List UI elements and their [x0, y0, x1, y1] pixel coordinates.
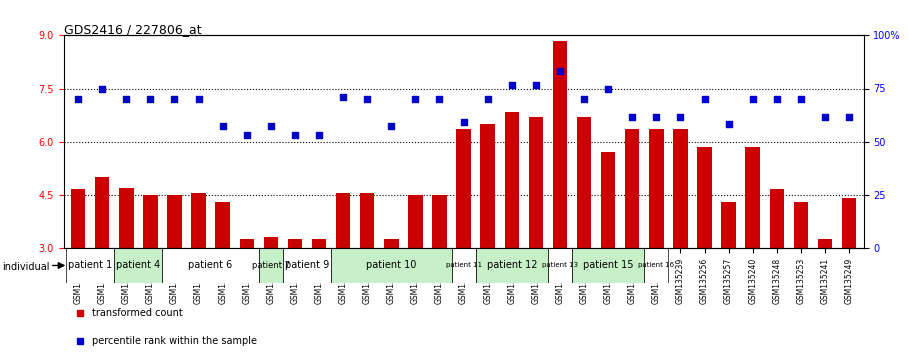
- Bar: [360, 193, 375, 248]
- Text: transformed count: transformed count: [92, 308, 183, 318]
- Text: patient 4: patient 4: [116, 261, 161, 270]
- Point: [745, 96, 760, 102]
- Point: [601, 86, 615, 91]
- Bar: [288, 239, 302, 248]
- FancyBboxPatch shape: [163, 248, 259, 283]
- FancyBboxPatch shape: [548, 248, 572, 283]
- Text: patient 15: patient 15: [583, 261, 634, 270]
- Bar: [143, 195, 157, 248]
- FancyBboxPatch shape: [644, 248, 668, 283]
- Point: [529, 82, 544, 88]
- Bar: [601, 152, 615, 248]
- Text: patient 1: patient 1: [68, 261, 112, 270]
- Point: [818, 114, 833, 120]
- FancyBboxPatch shape: [259, 248, 283, 283]
- Text: patient 10: patient 10: [366, 261, 416, 270]
- Text: percentile rank within the sample: percentile rank within the sample: [92, 336, 256, 346]
- Bar: [408, 195, 423, 248]
- Point: [335, 95, 350, 100]
- Bar: [119, 188, 134, 248]
- FancyBboxPatch shape: [452, 248, 475, 283]
- Bar: [649, 129, 664, 248]
- Bar: [433, 195, 446, 248]
- Text: patient 9: patient 9: [285, 261, 329, 270]
- Text: individual: individual: [2, 262, 49, 272]
- Text: patient 6: patient 6: [188, 261, 233, 270]
- Point: [432, 96, 446, 102]
- Point: [722, 121, 736, 127]
- FancyBboxPatch shape: [66, 248, 115, 283]
- Point: [119, 96, 134, 102]
- FancyBboxPatch shape: [283, 248, 331, 283]
- Bar: [745, 147, 760, 248]
- Point: [95, 86, 109, 91]
- Text: GDS2416 / 227806_at: GDS2416 / 227806_at: [64, 23, 201, 36]
- Point: [167, 96, 182, 102]
- Bar: [264, 237, 278, 248]
- Bar: [577, 117, 591, 248]
- Point: [456, 119, 471, 125]
- Bar: [697, 147, 712, 248]
- Text: patient 7: patient 7: [252, 261, 290, 270]
- Point: [481, 96, 495, 102]
- Point: [770, 96, 784, 102]
- Bar: [167, 195, 182, 248]
- FancyBboxPatch shape: [475, 248, 548, 283]
- FancyBboxPatch shape: [572, 248, 644, 283]
- Bar: [674, 129, 688, 248]
- Point: [215, 123, 230, 129]
- Bar: [336, 193, 350, 248]
- FancyBboxPatch shape: [115, 248, 163, 283]
- Text: patient 11: patient 11: [445, 263, 482, 268]
- Point: [384, 123, 398, 129]
- Bar: [71, 189, 85, 248]
- Point: [697, 96, 712, 102]
- Bar: [385, 239, 398, 248]
- Bar: [842, 198, 856, 248]
- FancyBboxPatch shape: [331, 248, 452, 283]
- Text: patient 13: patient 13: [542, 263, 578, 268]
- Point: [287, 132, 302, 137]
- Bar: [529, 117, 543, 248]
- Bar: [215, 202, 230, 248]
- Bar: [504, 112, 519, 248]
- Bar: [770, 189, 784, 248]
- Bar: [312, 239, 326, 248]
- Point: [408, 96, 423, 102]
- Bar: [722, 202, 736, 248]
- Point: [143, 96, 157, 102]
- Point: [625, 114, 640, 120]
- Bar: [481, 124, 494, 248]
- Point: [360, 96, 375, 102]
- Point: [71, 96, 85, 102]
- Bar: [456, 129, 471, 248]
- Bar: [625, 129, 639, 248]
- Bar: [191, 193, 205, 248]
- Bar: [794, 202, 808, 248]
- Point: [649, 114, 664, 120]
- Point: [191, 96, 205, 102]
- Point: [577, 96, 592, 102]
- Text: patient 16: patient 16: [638, 263, 674, 268]
- Point: [504, 82, 519, 88]
- Point: [794, 96, 808, 102]
- Point: [312, 132, 326, 137]
- Point: [239, 132, 254, 137]
- Bar: [818, 239, 833, 248]
- Bar: [95, 177, 109, 248]
- Text: patient 12: patient 12: [486, 261, 537, 270]
- Bar: [553, 41, 567, 248]
- Point: [264, 123, 278, 129]
- Point: [842, 114, 856, 120]
- Point: [553, 68, 567, 74]
- Point: [674, 114, 688, 120]
- Bar: [239, 239, 254, 248]
